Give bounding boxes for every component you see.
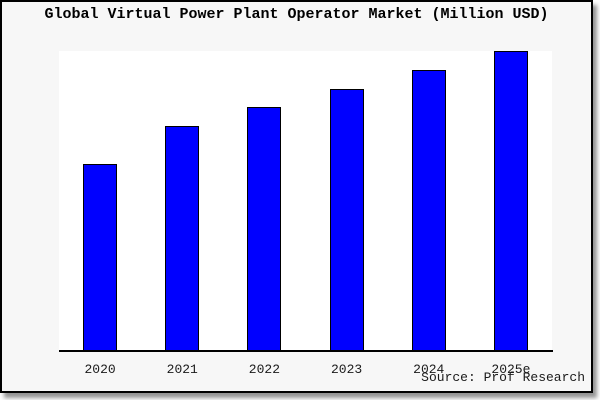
x-axis-labels: 2020 2021 2022 2023 2024 2025e <box>59 362 552 377</box>
bar-2025e <box>493 51 528 351</box>
source-note: Source: Prof Research <box>421 370 585 385</box>
x-axis-line <box>59 350 553 352</box>
x-tick-label-2021: 2021 <box>166 362 198 377</box>
bar-2022 <box>247 107 282 351</box>
plot-area <box>59 51 552 351</box>
bar-2024 <box>411 69 446 351</box>
chart-title: Global Virtual Power Plant Operator Mark… <box>44 6 549 23</box>
x-tick-label-2023: 2023 <box>330 362 363 377</box>
chart-frame: Global Virtual Power Plant Operator Mark… <box>0 0 593 393</box>
x-tick-label-2020: 2020 <box>84 362 116 377</box>
bar-2023 <box>329 88 364 351</box>
x-tick-label-2022: 2022 <box>248 362 281 377</box>
bar-2021 <box>165 126 200 351</box>
x-tick-label-2025e: 2025e <box>491 362 531 377</box>
x-tick-label-2024: 2024 <box>413 362 445 377</box>
bar-2020 <box>83 163 118 351</box>
